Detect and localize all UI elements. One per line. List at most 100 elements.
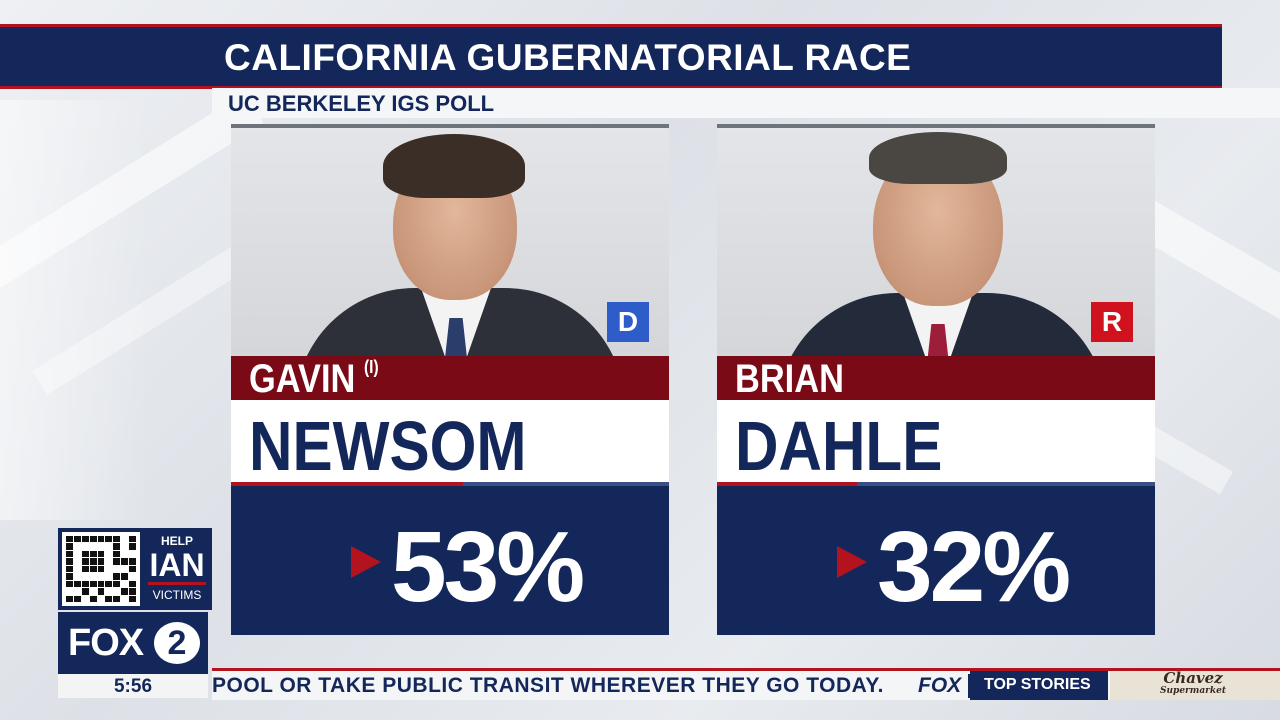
qr-module xyxy=(113,573,121,580)
qr-module xyxy=(81,536,89,543)
percent-bar xyxy=(717,482,858,486)
qr-module xyxy=(105,558,113,565)
percent-track xyxy=(717,482,1155,486)
qr-module xyxy=(89,550,97,558)
promo-line-2: IAN xyxy=(149,547,205,583)
qr-module xyxy=(89,536,97,543)
qr-module xyxy=(81,558,89,565)
qr-module xyxy=(66,536,73,543)
qr-module xyxy=(73,550,81,558)
qr-module xyxy=(89,580,97,588)
qr-module xyxy=(121,536,129,543)
qr-module xyxy=(105,550,113,558)
party-badge: D xyxy=(607,302,649,342)
qr-module xyxy=(66,595,73,602)
qr-module xyxy=(121,595,129,602)
qr-module xyxy=(89,558,97,565)
qr-module xyxy=(73,573,81,580)
qr-module xyxy=(113,543,121,550)
last-name-bar: NEWSOM xyxy=(231,400,669,485)
qr-module xyxy=(113,565,121,573)
incumbent-marker: (I) xyxy=(363,357,379,377)
hair-shape xyxy=(383,134,525,198)
tie-shape xyxy=(445,318,467,356)
candidate-first-name: GAVIN xyxy=(249,357,356,401)
news-ticker: POOL OR TAKE PUBLIC TRANSIT WHEREVER THE… xyxy=(212,668,1280,700)
qr-module xyxy=(81,550,89,558)
qr-module xyxy=(81,580,89,588)
qr-module xyxy=(73,588,81,595)
qr-module xyxy=(113,588,121,595)
ticker-divider xyxy=(968,674,970,698)
sponsor-subtitle: Supermarket xyxy=(1160,686,1227,696)
qr-module xyxy=(66,558,73,565)
qr-module xyxy=(113,595,121,602)
qr-promo[interactable]: HELP IAN VICTIMS xyxy=(58,528,212,610)
qr-module xyxy=(89,595,97,602)
qr-module xyxy=(81,588,89,595)
candidate-card-newsom: D GAVIN (I) NEWSOM 53% xyxy=(231,124,669,635)
qr-module xyxy=(129,536,136,543)
qr-module xyxy=(121,588,129,595)
candidate-last-name: NEWSOM xyxy=(249,407,527,485)
qr-module xyxy=(81,543,89,550)
qr-module xyxy=(66,543,73,550)
qr-module xyxy=(113,536,121,543)
qr-module xyxy=(97,550,105,558)
qr-module xyxy=(129,580,136,588)
qr-module xyxy=(121,565,129,573)
qr-module xyxy=(97,595,105,602)
title-bar: CALIFORNIA GUBERNATORIAL RACE xyxy=(0,24,1222,89)
party-badge: R xyxy=(1091,302,1133,342)
ticker-text: POOL OR TAKE PUBLIC TRANSIT WHEREVER THE… xyxy=(212,674,884,697)
qr-module xyxy=(73,536,81,543)
page-title: CALIFORNIA GUBERNATORIAL RACE xyxy=(224,37,912,78)
qr-module xyxy=(97,536,105,543)
qr-module xyxy=(97,565,105,573)
qr-module xyxy=(121,558,129,565)
qr-module xyxy=(73,580,81,588)
qr-module xyxy=(81,595,89,602)
first-name-bar: GAVIN (I) xyxy=(231,356,669,401)
channel-number: 2 xyxy=(154,622,200,664)
candidate-photo: D xyxy=(231,124,669,356)
qr-module xyxy=(89,543,97,550)
percent-panel: 53% xyxy=(231,482,669,635)
qr-code-icon[interactable] xyxy=(62,532,140,606)
qr-module xyxy=(121,543,129,550)
station-logo: FOX 2 xyxy=(58,612,208,674)
qr-module xyxy=(66,550,73,558)
candidate-first-name: BRIAN xyxy=(735,357,844,401)
last-name-bar: DAHLE xyxy=(717,400,1155,485)
qr-module xyxy=(113,580,121,588)
qr-module xyxy=(66,588,73,595)
qr-module xyxy=(121,573,129,580)
candidate-card-dahle: R BRIAN DAHLE 32% xyxy=(717,124,1155,635)
candidate-percent: 32% xyxy=(877,511,1071,623)
promo-divider xyxy=(148,582,206,585)
qr-module xyxy=(105,565,113,573)
qr-module xyxy=(89,565,97,573)
arrow-icon xyxy=(837,546,867,578)
qr-module xyxy=(129,558,136,565)
ticker-section: TOP STORIES xyxy=(970,671,1108,700)
qr-module xyxy=(73,543,81,550)
station-name: FOX xyxy=(68,622,144,664)
ticker-section-label: TOP STORIES xyxy=(984,676,1091,693)
hair-shape xyxy=(869,132,1007,184)
qr-module xyxy=(97,558,105,565)
percent-panel: 32% xyxy=(717,482,1155,635)
qr-module xyxy=(129,565,136,573)
qr-module xyxy=(105,536,113,543)
percent-bar xyxy=(231,482,464,486)
qr-module xyxy=(129,543,136,550)
qr-module xyxy=(66,565,73,573)
qr-module xyxy=(97,580,105,588)
qr-module xyxy=(66,573,73,580)
qr-module xyxy=(73,558,81,565)
qr-module xyxy=(129,573,136,580)
qr-module xyxy=(129,550,136,558)
qr-module xyxy=(97,543,105,550)
party-letter: D xyxy=(617,306,639,337)
arrow-icon xyxy=(351,546,381,578)
